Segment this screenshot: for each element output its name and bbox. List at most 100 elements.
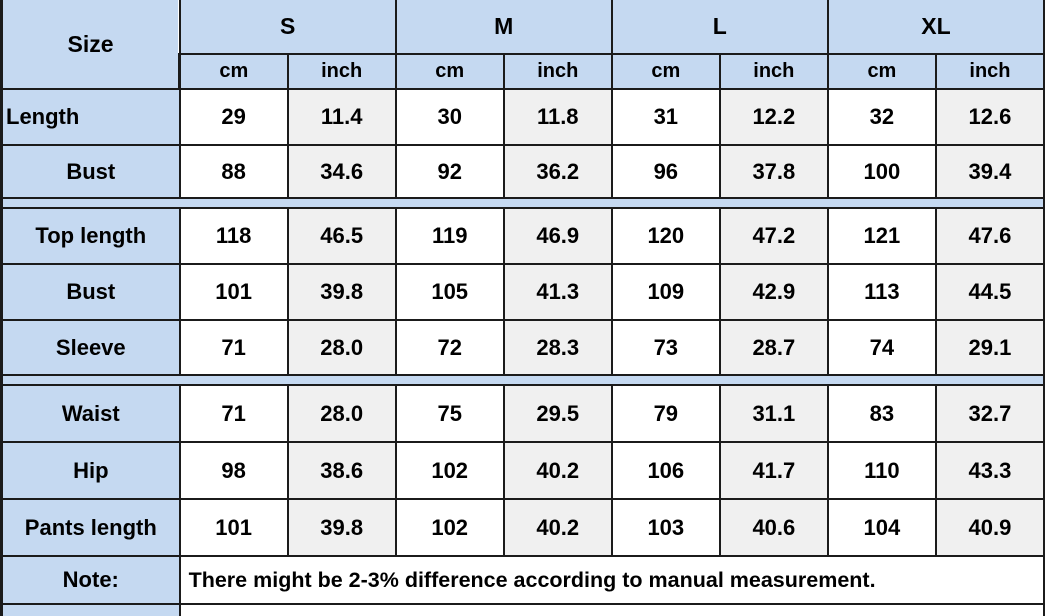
partial-bottom-row [0,603,1045,616]
table-row-sleeve: Sleeve 71 28.0 72 28.3 73 28.7 74 29.1 [0,319,1045,376]
cell-m-inch: 28.3 [502,319,613,376]
unit-cm-header: cm [178,53,289,90]
cell-m-inch: 46.9 [502,207,613,265]
cell-l-cm: 96 [610,144,721,199]
cell-m-cm: 105 [394,263,505,321]
cell-xl-inch: 32.7 [934,384,1045,443]
cell-l-cm: 120 [610,207,721,265]
cell-m-cm: 119 [394,207,505,265]
note-row: Note: There might be 2-3% difference acc… [0,555,1045,605]
table-row-hip: Hip 98 38.6 102 40.2 106 41.7 110 43.3 [0,441,1045,500]
cell-s-cm: 71 [178,384,289,443]
cell-xl-inch: 47.6 [934,207,1045,265]
table-row-length: Length 29 11.4 30 11.8 31 12.2 32 12.6 [0,88,1045,146]
units-header-row: cm inch cm inch cm inch cm inch [2,53,1045,90]
cell-m-inch: 11.8 [502,88,613,146]
cell-m-inch: 36.2 [502,144,613,199]
unit-cm-header: cm [610,53,721,90]
cell-xl-cm: 121 [826,207,937,265]
row-label: Bust [0,263,181,321]
row-label: Length [0,88,181,146]
size-header-row: Size S M L XL [0,0,1045,90]
cell-l-inch: 12.2 [718,88,829,146]
table-row-bust: Bust 88 34.6 92 36.2 96 37.8 100 39.4 [0,144,1045,199]
unit-inch-header: inch [502,53,613,90]
size-corner-cell: Size [0,0,181,90]
cell-s-inch: 38.6 [286,441,397,500]
cell-xl-inch: 29.1 [934,319,1045,376]
cell-l-inch: 28.7 [718,319,829,376]
cell-s-cm: 88 [178,144,289,199]
cell-l-cm: 73 [610,319,721,376]
partial-label-cell [0,603,181,616]
partial-blank-cell [178,603,1045,616]
separator-band [0,197,1045,209]
table-row-waist: Waist 71 28.0 75 29.5 79 31.1 83 32.7 [0,384,1045,443]
cell-s-cm: 101 [178,498,289,557]
cell-l-cm: 109 [610,263,721,321]
cell-l-cm: 106 [610,441,721,500]
cell-m-inch: 29.5 [502,384,613,443]
row-label: Bust [0,144,181,199]
cell-m-cm: 92 [394,144,505,199]
cell-s-inch: 39.8 [286,498,397,557]
unit-inch-header: inch [286,53,397,90]
row-label: Top length [0,207,181,265]
section-separator [0,197,1045,209]
cell-s-inch: 28.0 [286,384,397,443]
cell-xl-inch: 40.9 [934,498,1045,557]
size-col-m: M [394,0,613,55]
cell-m-cm: 72 [394,319,505,376]
cell-m-cm: 30 [394,88,505,146]
cell-s-cm: 71 [178,319,289,376]
cell-l-inch: 40.6 [718,498,829,557]
note-label: Note: [0,555,181,605]
unit-cm-header: cm [394,53,505,90]
cell-s-inch: 11.4 [286,88,397,146]
separator-band [0,374,1045,386]
cell-m-inch: 41.3 [502,263,613,321]
cell-xl-inch: 12.6 [934,88,1045,146]
cell-xl-cm: 104 [826,498,937,557]
cell-s-inch: 39.8 [286,263,397,321]
cell-s-inch: 28.0 [286,319,397,376]
cell-xl-cm: 74 [826,319,937,376]
row-label: Waist [0,384,181,443]
cell-xl-inch: 39.4 [934,144,1045,199]
cell-m-cm: 102 [394,441,505,500]
cell-m-inch: 40.2 [502,441,613,500]
cell-s-cm: 29 [178,88,289,146]
table-row-pants-length: Pants length 101 39.8 102 40.2 103 40.6 … [0,498,1045,557]
cell-s-cm: 98 [178,441,289,500]
unit-inch-header: inch [718,53,829,90]
section-separator [0,374,1045,386]
cell-s-cm: 118 [178,207,289,265]
cell-m-cm: 75 [394,384,505,443]
cell-l-cm: 103 [610,498,721,557]
row-label: Hip [0,441,181,500]
cell-l-inch: 31.1 [718,384,829,443]
cell-xl-cm: 32 [826,88,937,146]
note-text: There might be 2-3% difference according… [178,555,1045,605]
table-row-top-length: Top length 118 46.5 119 46.9 120 47.2 12… [0,207,1045,265]
unit-inch-header: inch [934,53,1045,90]
unit-cm-header: cm [826,53,937,90]
cell-l-inch: 47.2 [718,207,829,265]
cell-l-cm: 79 [610,384,721,443]
cell-xl-cm: 100 [826,144,937,199]
cell-xl-cm: 110 [826,441,937,500]
cell-l-cm: 31 [610,88,721,146]
row-label: Sleeve [0,319,181,376]
row-label: Pants length [0,498,181,557]
cell-m-cm: 102 [394,498,505,557]
cell-s-cm: 101 [178,263,289,321]
cell-xl-cm: 113 [826,263,937,321]
cell-l-inch: 42.9 [718,263,829,321]
cell-l-inch: 41.7 [718,441,829,500]
cell-l-inch: 37.8 [718,144,829,199]
table-row-bust-2: Bust 101 39.8 105 41.3 109 42.9 113 44.5 [0,263,1045,321]
cell-m-inch: 40.2 [502,498,613,557]
cell-xl-cm: 83 [826,384,937,443]
size-col-s: S [178,0,397,55]
